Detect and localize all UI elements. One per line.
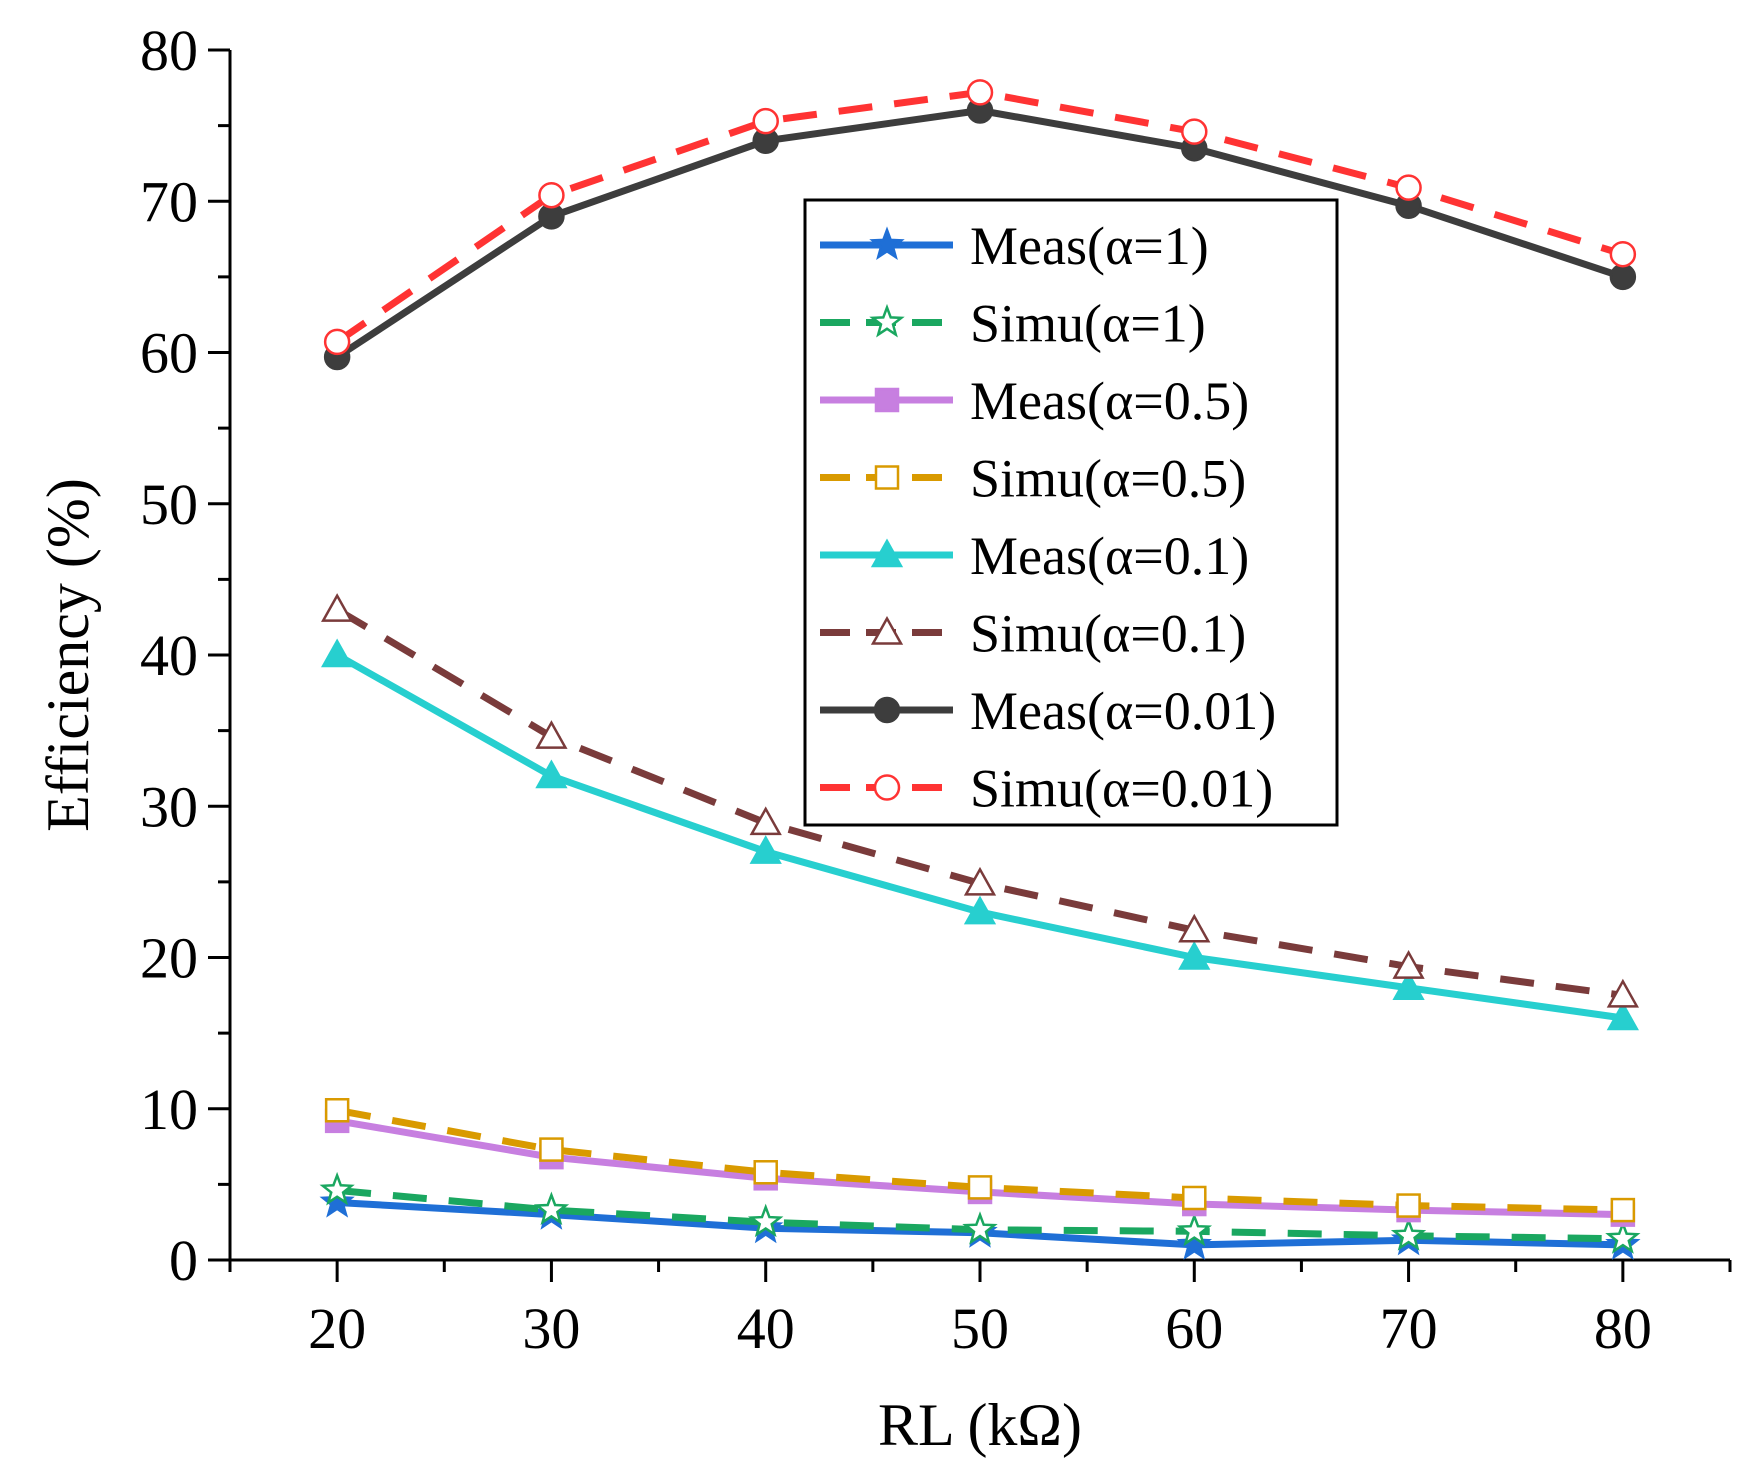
legend-label: Meas(α=0.5)	[970, 371, 1249, 431]
y-tick-label: 0	[169, 1228, 198, 1293]
legend-item: Meas(α=0.01)	[820, 681, 1276, 741]
x-tick-label: 70	[1380, 1296, 1438, 1361]
legend-marker	[873, 774, 901, 801]
data-point	[321, 638, 354, 668]
data-point	[1606, 1001, 1639, 1031]
legend-marker	[869, 226, 905, 260]
legend-item: Simu(α=0.1)	[820, 604, 1246, 664]
x-tick-label: 20	[308, 1296, 366, 1361]
data-point	[962, 1211, 998, 1245]
series-4	[321, 638, 1639, 1031]
x-tick-label: 40	[737, 1296, 795, 1361]
data-point	[319, 1183, 355, 1218]
data-point	[749, 806, 782, 836]
data-point	[966, 79, 994, 106]
legend-marker	[873, 696, 901, 724]
data-point	[1605, 1220, 1641, 1254]
series-1	[319, 1171, 1641, 1254]
legend: Meas(α=1) Simu(α=1) Meas(α=0.5) Simu(α=0.5)…	[803, 198, 1339, 827]
y-tick-label: 30	[140, 774, 198, 839]
legend-label: Meas(α=0.1)	[970, 526, 1249, 586]
x-tick-label: 60	[1165, 1296, 1223, 1361]
data-point	[1609, 263, 1637, 291]
x-tick-label: 50	[951, 1296, 1009, 1361]
legend-label: Meas(α=0.01)	[970, 681, 1276, 741]
data-point	[1610, 1197, 1636, 1223]
legend-label: Simu(α=0.5)	[970, 449, 1246, 509]
legend-marker	[874, 387, 900, 413]
y-tick-label: 70	[140, 169, 198, 234]
y-tick-label: 10	[140, 1077, 198, 1142]
legend-marker	[870, 538, 904, 568]
y-tick-label: 50	[140, 472, 198, 537]
data-point	[539, 1137, 564, 1162]
data-point	[1609, 240, 1637, 268]
data-point	[533, 1191, 570, 1226]
legend-marker	[869, 303, 905, 338]
data-point	[324, 1098, 350, 1123]
data-point	[967, 1175, 993, 1200]
series-7	[323, 79, 1637, 356]
series-layer	[319, 79, 1641, 1260]
data-point	[1182, 1185, 1207, 1211]
y-tick-label: 40	[140, 623, 198, 688]
legend-item: Meas(α=0.5)	[820, 371, 1249, 431]
data-point	[963, 895, 997, 925]
data-point	[538, 181, 565, 209]
data-point	[1396, 1193, 1421, 1218]
y-tick-label: 20	[140, 926, 198, 991]
legend-label: Simu(α=1)	[970, 294, 1206, 354]
legend-label: Simu(α=0.01)	[970, 759, 1273, 819]
legend-marker	[874, 465, 900, 490]
data-point	[535, 759, 568, 789]
x-tick-label: 80	[1594, 1296, 1652, 1361]
legend-label: Meas(α=1)	[970, 216, 1209, 276]
legend-item: Meas(α=0.1)	[820, 526, 1249, 586]
data-point	[752, 107, 779, 135]
data-point	[747, 1203, 784, 1238]
data-point	[1390, 1217, 1427, 1251]
x-tick-label: 30	[522, 1296, 580, 1361]
data-point	[1176, 1212, 1213, 1247]
data-point	[749, 835, 782, 864]
data-point	[1392, 950, 1425, 979]
data-point	[1392, 971, 1425, 1000]
axes: 0 10 20 30 40 50 60 70 80 20 30 40 50 60 70 80	[140, 18, 1732, 1361]
data-point	[1395, 174, 1422, 201]
legend-item: Simu(α=0.01)	[820, 759, 1273, 819]
data-point	[323, 328, 351, 356]
series-3	[324, 1098, 1636, 1223]
legend-item: Simu(α=1)	[820, 294, 1206, 354]
data-point	[321, 593, 354, 622]
data-point	[1606, 978, 1639, 1008]
data-point	[535, 720, 568, 749]
data-point	[753, 1160, 778, 1185]
data-point	[1178, 940, 1211, 970]
legend-marker	[870, 615, 904, 645]
legend-item: Meas(α=1)	[820, 216, 1209, 276]
y-axis-title: Efficiency (%)	[35, 478, 101, 832]
y-tick-label: 60	[140, 321, 198, 386]
legend-label: Simu(α=0.1)	[970, 604, 1246, 664]
series-5	[321, 593, 1639, 1008]
data-point	[319, 1171, 355, 1206]
legend-item: Simu(α=0.5)	[820, 449, 1246, 509]
data-point	[1178, 913, 1211, 943]
x-axis-title: RL (kΩ)	[878, 1392, 1082, 1458]
y-tick-label: 80	[140, 18, 198, 83]
data-point	[1176, 1226, 1213, 1260]
data-point	[963, 866, 997, 896]
data-point	[1181, 118, 1208, 145]
